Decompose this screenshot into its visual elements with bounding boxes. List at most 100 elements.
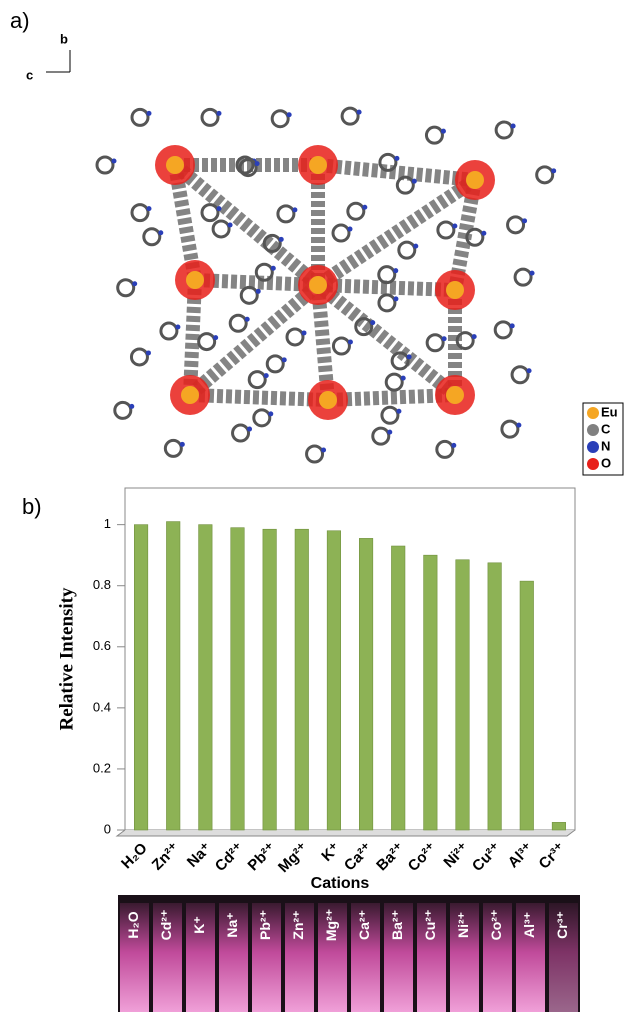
nitrogen [406, 354, 412, 360]
europium [309, 156, 327, 174]
vial-label: K⁺ [191, 916, 207, 934]
ring [390, 351, 410, 371]
x-tick-label: Cd²⁺ [212, 840, 247, 875]
x-tick-label: Ni²⁺ [440, 840, 472, 872]
europium [466, 171, 484, 189]
nitrogen [551, 168, 557, 174]
x-tick-label: Al³⁺ [505, 840, 537, 872]
ring [305, 444, 325, 464]
nitrogen [175, 324, 181, 330]
europium [186, 271, 204, 289]
nitrogen [254, 161, 260, 167]
y-tick-label: 0.6 [93, 638, 111, 653]
ring [235, 155, 255, 175]
nitrogen [522, 218, 528, 224]
ring [200, 203, 220, 223]
linker [189, 388, 329, 407]
linker [317, 158, 476, 187]
nitrogen [393, 296, 399, 302]
nitrogen [413, 243, 419, 249]
ring [500, 419, 520, 439]
vial [252, 903, 281, 1012]
axis-label: b [60, 31, 68, 46]
axis-label: c [26, 67, 33, 82]
ring [506, 215, 526, 235]
nitrogen [129, 403, 135, 409]
vial [549, 903, 578, 1012]
europium [181, 386, 199, 404]
linker [327, 388, 456, 407]
linker [170, 159, 323, 291]
y-tick-label: 1 [104, 516, 111, 531]
x-tick-label: Ba²⁺ [373, 840, 408, 875]
x-tick-label: Na⁺ [184, 840, 215, 871]
ring [331, 336, 351, 356]
ring [276, 204, 296, 224]
nitrogen [292, 207, 298, 213]
vial-label: H₂O [125, 911, 141, 938]
nitrogen [146, 206, 152, 212]
y-tick-label: 0.2 [93, 760, 111, 775]
nitrogen [301, 330, 307, 336]
vial [318, 903, 347, 1012]
vial [219, 903, 248, 1012]
vial-label: Zn²⁺ [290, 910, 306, 939]
legend-swatch [587, 424, 599, 436]
ring [455, 331, 475, 351]
nitrogen [396, 408, 402, 414]
ring [270, 109, 290, 129]
nitrogen [145, 350, 151, 356]
ring [130, 107, 150, 127]
nitrogen [481, 230, 487, 236]
ring [397, 240, 417, 260]
europium [446, 386, 464, 404]
europium [319, 391, 337, 409]
nitrogen [132, 281, 138, 287]
vial-label: Co²⁺ [488, 910, 504, 941]
ring [493, 320, 513, 340]
vial [285, 903, 314, 1012]
ring [113, 400, 133, 420]
ring [116, 278, 136, 298]
bar [519, 580, 534, 831]
crystal-structure [95, 106, 557, 464]
ring [513, 267, 533, 287]
bar [359, 538, 374, 831]
ring [247, 370, 267, 390]
nitrogen [441, 336, 447, 342]
x-axis-label: Cations [311, 875, 370, 892]
ring [380, 405, 400, 425]
bar [134, 524, 149, 831]
ring [340, 106, 360, 126]
y-tick-label: 0 [104, 821, 111, 836]
nitrogen [179, 441, 185, 447]
vial [516, 903, 545, 1012]
x-tick-label: K⁺ [318, 840, 343, 865]
nitrogen [158, 230, 164, 236]
legend-label: O [601, 455, 611, 470]
nitrogen [451, 442, 457, 448]
legend-label: Eu [601, 404, 618, 419]
bar [262, 528, 277, 831]
nitrogen [255, 288, 261, 294]
vial [384, 903, 413, 1012]
bar [551, 822, 566, 831]
nitrogen [471, 334, 477, 340]
legend-swatch [587, 441, 599, 453]
x-tick-label: Mg²⁺ [275, 840, 312, 877]
vial-label: Cd²⁺ [158, 910, 174, 941]
vial-label: Cr³⁺ [554, 911, 570, 939]
bar [294, 528, 309, 831]
vial [483, 903, 512, 1012]
ring [262, 233, 282, 253]
nitrogen [411, 178, 417, 184]
ring [436, 220, 456, 240]
nitrogen [321, 447, 327, 453]
bar [487, 562, 502, 831]
bar [326, 530, 341, 831]
nitrogen [213, 335, 219, 341]
legend: Eu CNO [582, 402, 624, 476]
panel-label: a) [10, 8, 30, 33]
vial-label: Cu²⁺ [422, 910, 438, 941]
